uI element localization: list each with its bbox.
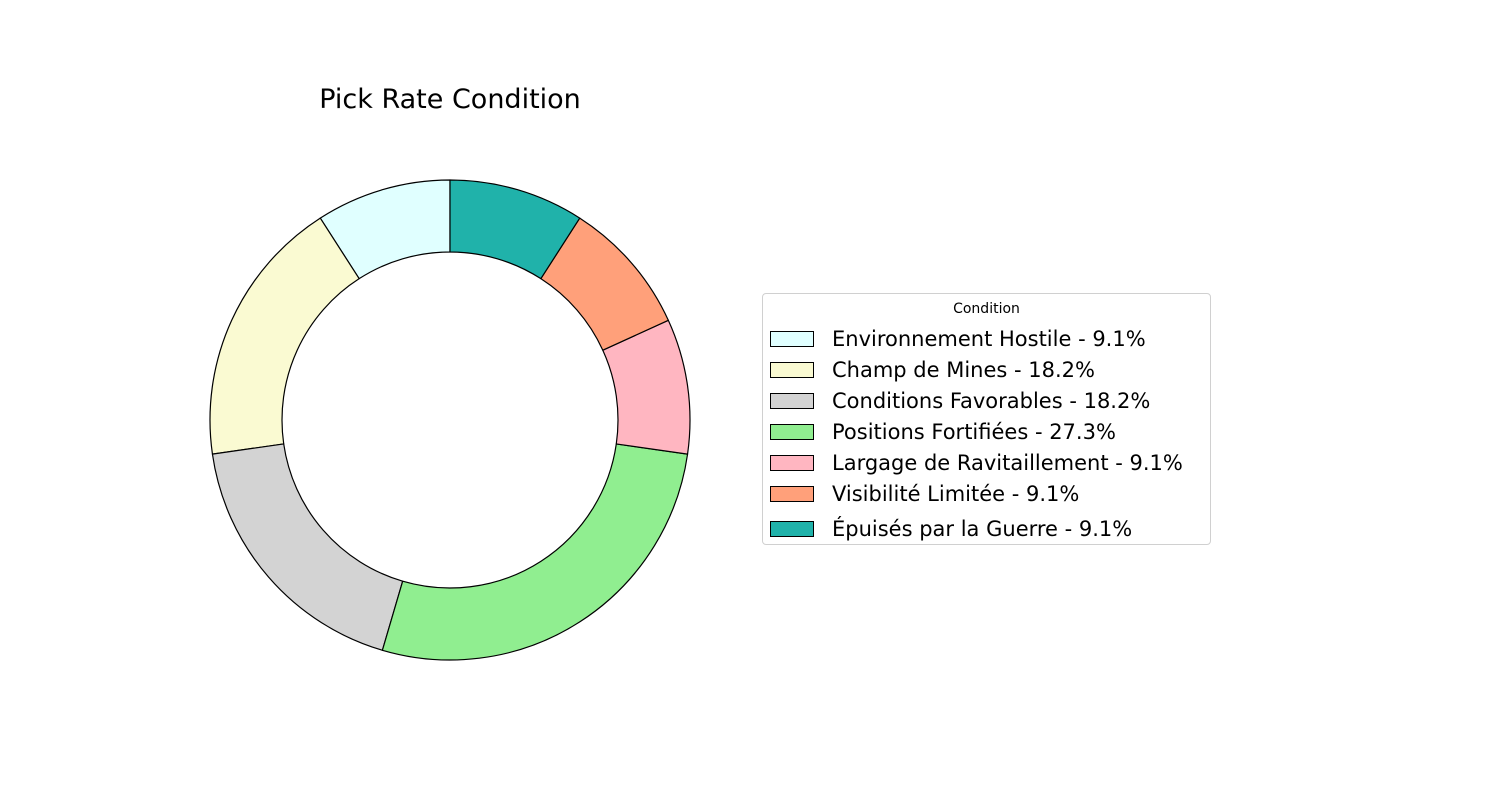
legend-item: Largage de Ravitaillement - 9.1% [770,447,1183,478]
legend-swatch [770,361,814,378]
legend-items: Environnement Hostile - 9.1% Champ de Min… [770,323,1183,544]
legend-item: Positions Fortifiées - 27.3% [770,416,1183,447]
legend-item: Épuisés par la Guerre - 9.1% [770,513,1183,544]
chart-title: Pick Rate Condition [319,84,581,115]
legend-swatch [770,520,814,537]
legend-label: Largage de Ravitaillement - 9.1% [832,450,1183,475]
legend-swatch [770,423,814,440]
legend-swatch [770,454,814,471]
legend-label: Environnement Hostile - 9.1% [832,326,1146,351]
legend-item: Champ de Mines - 18.2% [770,354,1183,385]
donut-slice-7 [449,179,581,280]
legend-title: Condition [953,301,1020,317]
legend-label: Positions Fortifiées - 27.3% [832,419,1116,444]
legend-label: Conditions Favorables - 18.2% [832,388,1151,413]
legend-item: Conditions Favorables - 18.2% [770,385,1183,416]
legend-item: Environnement Hostile - 9.1% [770,323,1183,354]
legend-label: Épuisés par la Guerre - 9.1% [832,516,1133,541]
legend-swatch [770,392,814,409]
donut-slice-4 [381,443,689,661]
chart-legend: Condition Environnement Hostile - 9.1% Ch… [762,293,1211,545]
legend-swatch [770,485,814,502]
legend-label: Champ de Mines - 18.2% [832,357,1095,382]
legend-label: Visibilité Limitée - 9.1% [832,481,1080,506]
legend-swatch [770,330,814,347]
donut-slice-3 [211,443,404,651]
legend-item: Visibilité Limitée - 9.1% [770,478,1183,509]
donut-slice-2 [209,217,360,455]
